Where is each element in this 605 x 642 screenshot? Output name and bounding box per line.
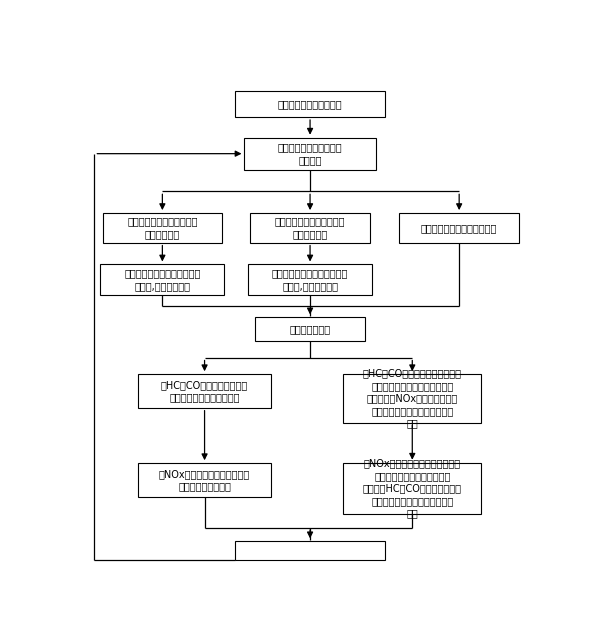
Text: 当HC及CO不超出标准的第二预定
值，且空燃比小于第一空燃比预
定值，同时NOx不超出标准的第
三预定值，将喷油量减少第四预
定值: 当HC及CO不超出标准的第二预定 值，且空燃比小于第一空燃比预 定值，同时NOx… <box>363 369 462 428</box>
Text: 当HC及CO超出标准的第二预
定值，采用公式调整喷油量: 当HC及CO超出标准的第二预 定值，采用公式调整喷油量 <box>161 380 248 402</box>
Bar <box>138 463 272 497</box>
Text: 判断当前车速值超出目标车
速值造成违规: 判断当前车速值超出目标车 速值造成违规 <box>127 216 198 239</box>
Text: 当NOx超出标准的第五预定值，
采用公式调整喷油量: 当NOx超出标准的第五预定值， 采用公式调整喷油量 <box>159 469 250 491</box>
Bar <box>255 317 365 341</box>
Text: 当前的进气量增加第二进气量
预定值,使车速不违规: 当前的进气量增加第二进气量 预定值,使车速不违规 <box>272 268 348 291</box>
Bar <box>343 374 482 422</box>
Text: 判断污染物类型: 判断污染物类型 <box>290 324 330 334</box>
Bar <box>100 265 224 295</box>
Bar <box>250 213 370 243</box>
Bar <box>138 374 272 408</box>
Bar <box>248 265 372 295</box>
Text: 采集汽车的运行数据及污
染物数据: 采集汽车的运行数据及污 染物数据 <box>278 143 342 165</box>
Bar <box>235 541 385 560</box>
Text: 当前的进气量减少第一进气量
预定值,使车速不违规: 当前的进气量减少第一进气量 预定值,使车速不违规 <box>124 268 200 291</box>
Text: 判断当前车速值小于目标车
速值造成违规: 判断当前车速值小于目标车 速值造成违规 <box>275 216 345 239</box>
Bar <box>244 137 376 169</box>
Bar <box>399 213 519 243</box>
Text: 在控制模块设置排放标准: 在控制模块设置排放标准 <box>278 100 342 109</box>
Text: 判断当前车速值为目标车速值: 判断当前车速值为目标车速值 <box>421 223 497 233</box>
Bar <box>103 213 222 243</box>
Text: 当NOx不超出标准的第五预定值，
且空燃比小于第二空燃比预定
值，同时HC及CO不超出标准的第
六预定值，将喷油量增加第七预
定值: 当NOx不超出标准的第五预定值， 且空燃比小于第二空燃比预定 值，同时HC及CO… <box>363 458 462 518</box>
Bar <box>235 91 385 117</box>
Bar <box>343 463 482 514</box>
